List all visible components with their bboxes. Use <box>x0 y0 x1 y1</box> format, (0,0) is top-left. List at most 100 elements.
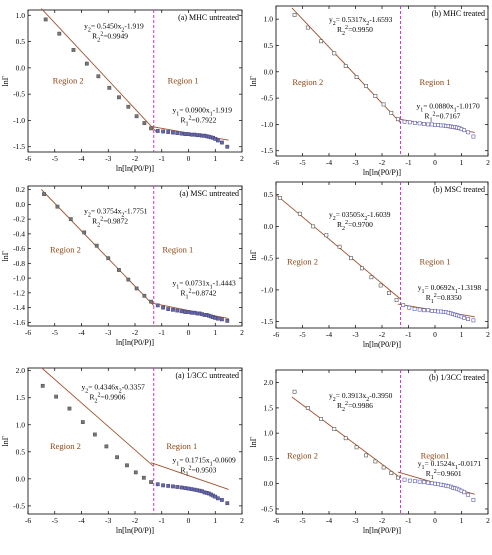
data-point <box>337 244 342 249</box>
data-point <box>343 64 348 68</box>
data-point <box>466 130 471 135</box>
x-tick-label: -5 <box>299 158 305 167</box>
data-point <box>417 121 422 126</box>
equation-1-line2: R22=0.9700 <box>337 220 373 232</box>
y-tick-label: 2.0 <box>16 366 26 375</box>
data-point <box>161 483 165 488</box>
x-tick-label: 0 <box>187 516 191 525</box>
x-axis-label: ln[ln(P0/P)] <box>363 340 402 349</box>
data-point <box>395 117 400 122</box>
data-point <box>55 204 60 209</box>
data-point <box>426 122 431 127</box>
data-point <box>134 114 139 119</box>
y-tick-label: -1.2 <box>13 288 25 297</box>
x-tick-label: -1 <box>159 154 165 163</box>
data-point <box>305 405 310 410</box>
panel-title: (a) 1/3CC untreated <box>175 371 239 380</box>
data-point <box>161 129 165 134</box>
y-tick-label: 0.0 <box>264 67 274 76</box>
equation-2-line2: R12=0.7922 <box>180 116 216 128</box>
equation-1-line1: y2= 0.5317x2-1.6593 <box>329 15 393 27</box>
data-point <box>471 497 476 502</box>
x-tick-label: 1 <box>213 328 217 337</box>
y-tick-label: -1.0 <box>261 120 273 129</box>
x-axis-label: ln[ln(P0/P)] <box>116 526 155 535</box>
data-point <box>381 465 386 470</box>
data-point <box>216 496 220 501</box>
data-point <box>381 102 386 107</box>
y-tick-label: -1.5 <box>13 142 25 151</box>
y-tick-label: -0.2 <box>13 215 25 224</box>
equation-2-line1: y1= 0.0880x1-1.0170 <box>416 102 480 114</box>
data-point <box>179 131 184 136</box>
x-tick-label: -2 <box>379 330 385 339</box>
panel-msc-untreated: -6 -5 -4 -3 -2 -1 0 1 2 -1.6 -1.4 -1.2 -1.0 -0.8 -0.6 -… <box>1 185 244 347</box>
equation-2-line1: y1= 0.1524x1-0.0171 <box>418 459 482 471</box>
data-point <box>412 307 417 311</box>
x-tick-label: 1 <box>460 330 464 339</box>
y-tick-label: -0.5 <box>261 254 273 263</box>
region-label-2: Region 1 <box>166 441 197 451</box>
data-point <box>126 104 131 109</box>
equation-2-line2: R12=0.7167 <box>424 112 460 124</box>
data-point <box>364 453 369 458</box>
data-point <box>149 480 153 484</box>
x-tick-label: -6 <box>25 154 31 163</box>
data-point <box>278 195 282 200</box>
data-point <box>433 308 437 313</box>
panel-msc-treated: -6 -5 -4 -3 -2 -1 0 1 2 -1.5 -1.0 -0.5 0.0 0.5 ln[ln(P… <box>249 181 490 349</box>
equation-2-line1: y1= 0.1715x1-0.0609 <box>172 456 236 468</box>
data-point <box>179 485 184 490</box>
data-point <box>426 308 431 313</box>
data-point <box>402 477 407 482</box>
y-tick-label: 0.0 <box>264 222 274 231</box>
panel-mhc-untreated: -6 -5 -4 -3 -2 -1 0 1 2 -1.5 -1.0 -0.5 0.0 0.5 1.0 ln[l… <box>1 8 244 173</box>
region-label-2: Region 1 <box>420 77 451 87</box>
x-tick-label: -5 <box>52 328 58 337</box>
data-point <box>186 310 191 314</box>
x-tick-label: -2 <box>379 516 385 525</box>
y-tick-label: -1.6 <box>13 318 25 327</box>
x-tick-label: -4 <box>78 328 84 337</box>
data-point <box>319 417 323 421</box>
region-label-1: Region 2 <box>50 244 81 254</box>
x-tick-label: 2 <box>240 516 244 525</box>
equation-1-line1: y2= 03505x2-1.6039 <box>329 210 391 222</box>
x-tick-label: 0 <box>433 158 437 167</box>
data-point <box>186 486 191 491</box>
data-point <box>332 51 337 56</box>
y-tick-label: 0.5 <box>264 41 274 50</box>
x-tick-label: 2 <box>486 516 490 525</box>
x-tick-label: -3 <box>105 154 111 163</box>
data-point <box>183 486 188 490</box>
data-point <box>155 482 160 487</box>
fit-line-1 <box>41 367 155 467</box>
x-axis-label: ln[ln(P0/P)] <box>363 168 402 177</box>
region-label-1: Region 2 <box>53 76 84 86</box>
data-point <box>462 490 467 495</box>
y-tick-label: 0.5 <box>16 447 26 456</box>
y-tick-label: 2.0 <box>264 378 274 387</box>
data-point <box>115 455 119 460</box>
data-point <box>134 286 139 291</box>
data-point <box>429 308 434 313</box>
data-point <box>417 307 422 312</box>
y-tick-label: -0.6 <box>13 244 25 253</box>
data-point <box>421 308 426 313</box>
panel-title: (b) MSC treated <box>433 185 485 194</box>
y-tick-label: 0.5 <box>264 454 274 463</box>
data-point <box>175 308 180 313</box>
data-point <box>161 305 165 310</box>
data-point <box>117 95 121 100</box>
x-tick-label: -2 <box>379 158 385 167</box>
data-point <box>354 75 359 79</box>
y-tick-label: -1.0 <box>13 274 25 283</box>
data-point <box>332 427 337 432</box>
data-point <box>155 303 160 308</box>
y-tick-label: -1.5 <box>261 146 273 155</box>
x-tick-label: 1 <box>213 154 217 163</box>
data-point <box>369 275 374 280</box>
x-tick-label: -2 <box>132 154 138 163</box>
data-point <box>359 266 364 271</box>
x-tick-label: -1 <box>159 516 165 525</box>
